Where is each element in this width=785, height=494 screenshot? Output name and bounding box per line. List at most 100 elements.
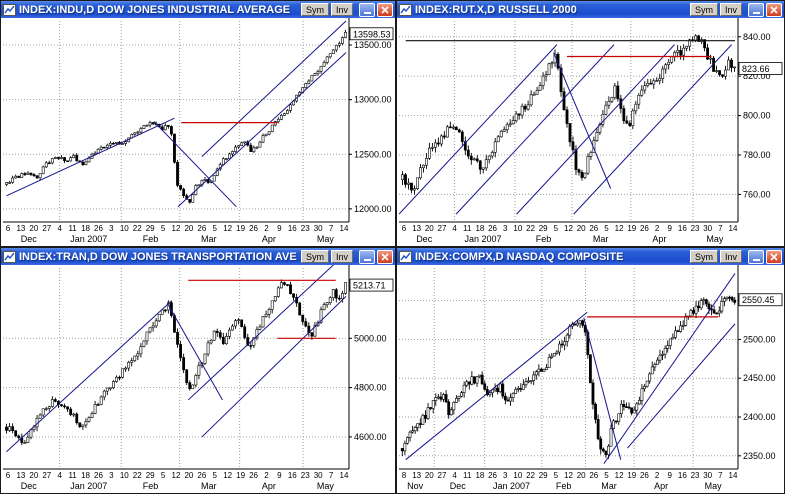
svg-text:2: 2 [655,224,660,233]
svg-text:12500.00: 12500.00 [354,149,392,159]
svg-text:5: 5 [554,224,559,233]
svg-text:13000.00: 13000.00 [354,95,392,105]
svg-text:Jan 2007: Jan 2007 [70,481,107,491]
svg-text:14: 14 [340,471,349,480]
svg-text:Nov: Nov [407,481,424,491]
svg-text:12: 12 [223,471,232,480]
svg-text:2400.00: 2400.00 [743,412,776,422]
titlebar-compx[interactable]: INDEX:COMPX,D NASDAQ COMPOSITE Sym Inv [397,248,784,265]
close-icon [770,5,778,14]
svg-text:27: 27 [438,471,447,480]
svg-text:780.00: 780.00 [743,150,771,160]
trendline [201,20,347,157]
svg-text:12: 12 [172,224,181,233]
chart-canvas-rut[interactable]: 840.00 820.00 800.00 780.00 760.00 823.66 6 13 2… [397,18,784,246]
svg-text:840.00: 840.00 [743,32,771,42]
inv-button[interactable]: Inv [330,250,353,263]
svg-text:18: 18 [475,224,484,233]
trendlines [6,265,347,453]
svg-text:May: May [317,234,335,244]
svg-text:26: 26 [640,224,649,233]
svg-text:14: 14 [729,224,738,233]
trendline [6,300,172,453]
chart-canvas-indu[interactable]: 13500.00 13000.00 12500.00 12000.00 13598.53… [1,18,395,246]
sym-button[interactable]: Sym [300,3,329,16]
svg-text:Jan 2007: Jan 2007 [70,234,107,244]
svg-text:9: 9 [668,224,673,233]
inv-button[interactable]: Inv [719,250,742,263]
svg-text:12000.00: 12000.00 [354,204,392,214]
svg-text:May: May [706,234,724,244]
sym-button[interactable]: Sym [300,250,329,263]
svg-text:26: 26 [94,224,103,233]
titlebar-buttons: Sym Inv [300,2,393,17]
sym-button[interactable]: Sym [689,250,718,263]
svg-text:26: 26 [589,471,598,480]
trendline [455,44,615,215]
date-axis-labels: 8 13 20 27 4 11 18 26 3 10 22 29 5 12 20 26 5 12 19 26 2 9 16 2… [402,471,738,480]
minimize-button[interactable] [359,2,375,17]
svg-text:10: 10 [513,471,522,480]
svg-text:22: 22 [526,224,535,233]
trendline [399,44,558,215]
date-axis-labels: 6 13 20 27 4 11 18 26 3 10 22 29 5 12 20 26 5 12 19 26 2 9 16 2… [402,224,738,233]
chart-canvas-compx[interactable]: 2550.002500.002450.002400.002350.002550.… [397,265,784,493]
minimize-button[interactable] [359,249,375,264]
chart-canvas-tran[interactable]: 5000.00 4800.00 4600.00 5213.71 6 13 20 27 4 11 18… [1,265,395,493]
svg-text:Dec: Dec [416,234,433,244]
chart-svg: 840.00 820.00 800.00 780.00 760.00 823.66 6 13 2… [399,18,783,244]
last-price-label: 823.66 [738,62,783,75]
svg-text:27: 27 [42,224,51,233]
trendline [583,317,622,460]
price-axis-labels: 5000.00 4800.00 4600.00 [349,333,387,442]
trendline [627,323,736,449]
chart-app-icon [399,250,412,263]
minimize-button[interactable] [748,2,764,17]
date-axis-labels: 6 13 20 27 4 11 18 26 3 10 22 29 5 12 20 26 5 12 19 26 2 9 16 2… [6,471,349,480]
close-button[interactable] [377,249,393,264]
svg-text:13: 13 [16,471,25,480]
svg-text:22: 22 [133,471,142,480]
svg-text:26: 26 [249,224,258,233]
chart-app-icon [399,3,412,16]
svg-text:16: 16 [678,224,687,233]
candlesticks [5,29,347,204]
titlebar-tran[interactable]: INDEX:TRAN,D DOW JONES TRANSPORTATION AV… [1,248,395,265]
sym-button[interactable]: Sym [689,3,718,16]
svg-text:12: 12 [564,471,573,480]
svg-text:29: 29 [146,224,155,233]
svg-text:19: 19 [236,471,245,480]
close-button[interactable] [766,249,782,264]
svg-text:20: 20 [577,224,586,233]
close-button[interactable] [766,2,782,17]
svg-text:9: 9 [277,224,282,233]
svg-text:8: 8 [402,471,407,480]
svg-text:30: 30 [703,471,712,480]
svg-text:26: 26 [197,471,206,480]
svg-text:27: 27 [42,471,51,480]
inv-button[interactable]: Inv [330,3,353,16]
trendline [177,52,347,208]
minimize-button[interactable] [748,249,764,264]
svg-text:13598.53: 13598.53 [353,29,391,39]
svg-text:4800.00: 4800.00 [354,383,387,393]
svg-text:30: 30 [703,224,712,233]
svg-text:4: 4 [57,471,62,480]
svg-text:19: 19 [236,224,245,233]
svg-text:18: 18 [475,471,484,480]
svg-text:26: 26 [488,224,497,233]
svg-text:10: 10 [120,224,129,233]
close-button[interactable] [377,2,393,17]
svg-text:Dec: Dec [450,481,467,491]
svg-text:3: 3 [503,471,508,480]
window-title: INDEX:INDU,D DOW JONES INDUSTRIAL AVERAG… [19,3,291,16]
titlebar-buttons: Sym Inv [689,249,782,264]
titlebar-rut[interactable]: INDEX:RUT.X,D RUSSELL 2000 Sym Inv [397,1,784,18]
titlebar-buttons: Sym Inv [689,2,782,17]
month-axis-labels: Nov Dec Jan 2007 Feb Mar Apr May [407,481,722,491]
titlebar-indu[interactable]: INDEX:INDU,D DOW JONES INDUSTRIAL AVERAG… [1,1,395,18]
svg-text:5: 5 [604,471,609,480]
inv-button[interactable]: Inv [719,3,742,16]
svg-text:12: 12 [223,224,232,233]
svg-text:27: 27 [438,224,447,233]
